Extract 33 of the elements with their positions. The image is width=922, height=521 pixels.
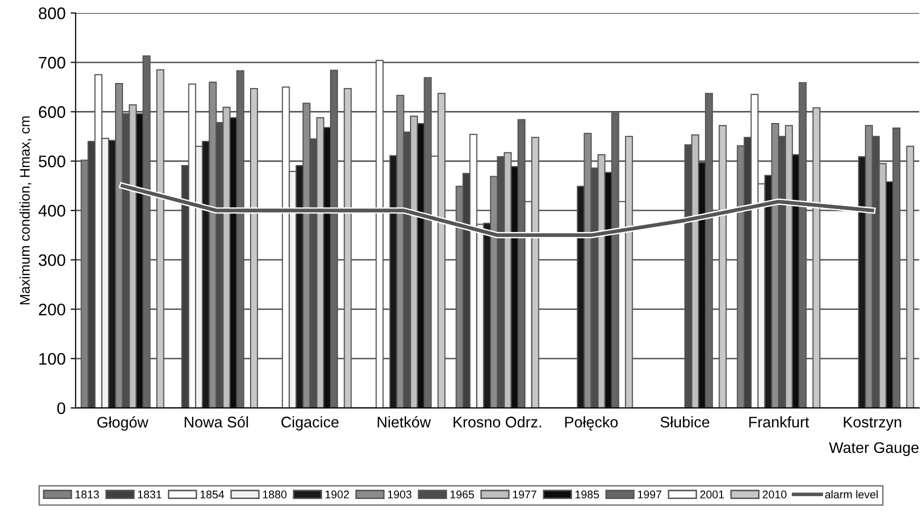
y-axis-title: Maximum condition, Hmax, cm [20,116,32,304]
x-tick-label: Krosno Odrz. [454,416,542,428]
y-tick-label: 200 [38,304,66,316]
x-tick-label: Słubice [660,416,710,428]
y-tick-label: 800 [38,7,66,20]
x-tick-label: Kostrzyn [844,416,902,431]
x-tick-label: Połęcko [565,416,618,431]
y-tick-label: 100 [39,352,66,365]
y-tick-label: 400 [38,204,66,217]
legend-label: 2010 [762,490,786,498]
x-tick-label: Frankfurt [749,416,810,428]
legend-label: 1985 [576,490,599,498]
x-tick-label: Nietków [378,416,431,428]
x-axis-title: Water Gauge [829,442,919,456]
legend-label: 1903 [388,490,412,498]
y-tick-label: 300 [38,254,66,266]
legend-label: 1977 [513,490,536,498]
x-tick-label: Głogów [97,416,148,431]
y-tick-label: 0 [57,402,66,414]
legend-label: 1902 [326,490,349,498]
legend-label: alarm level [825,490,878,498]
x-tick-label: Cigacice [281,416,339,431]
legend-label: 1813 [76,490,99,498]
legend-label: 1831 [138,490,162,498]
legend-label: 1880 [263,490,286,498]
legend-label: 2001 [700,490,724,498]
legend-label: 1997 [638,490,662,498]
x-tick-label: Nowa Sól [184,416,248,428]
legend-label: 1965 [450,490,474,498]
legend-label: 1854 [200,490,224,498]
y-tick-label: 500 [38,156,66,168]
y-tick-label: 600 [38,106,66,118]
y-tick-label: 700 [38,56,66,69]
